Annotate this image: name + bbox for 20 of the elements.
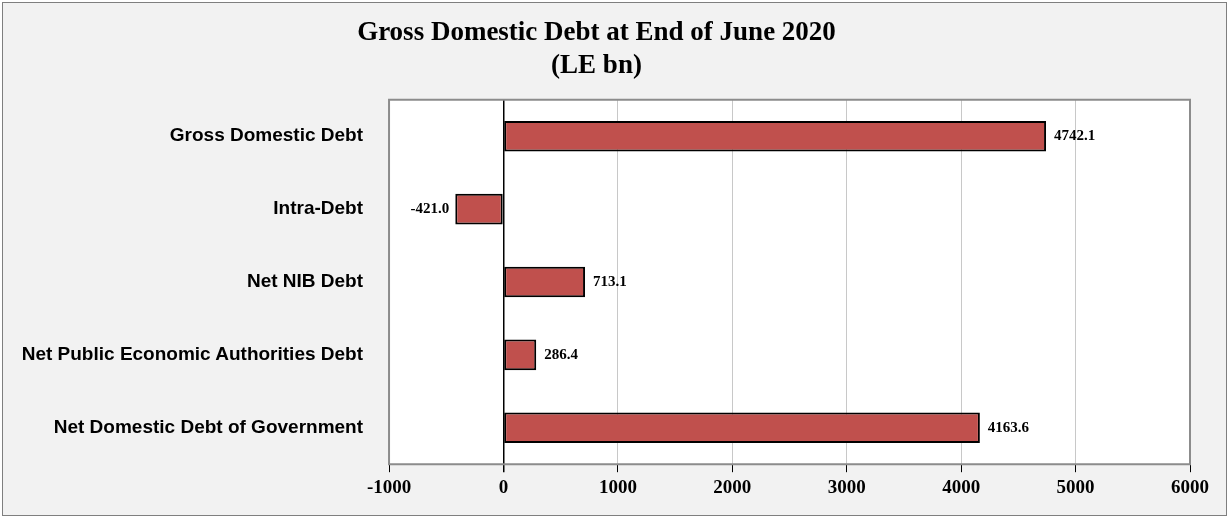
chart-title: Gross Domestic Debt at End of June 2020 — [357, 16, 836, 47]
y-tick-label: Net Public Economic Authorities Debt — [21, 343, 364, 365]
x-tick-label: 5000 — [1056, 475, 1095, 497]
x-tick-label: 3000 — [827, 475, 866, 497]
x-tick-label: 2000 — [713, 475, 752, 497]
data-label: 286.4 — [544, 345, 579, 362]
data-label: -421.0 — [410, 199, 450, 216]
x-tick-label: -1000 — [366, 475, 412, 497]
x-tick-label: 1000 — [598, 475, 637, 497]
chart-subtitle: (LE bn) — [551, 48, 642, 79]
x-tick-label: 4000 — [942, 475, 981, 497]
data-label: 713.1 — [593, 272, 627, 289]
y-tick-label: Net Domestic Debt of Government — [53, 415, 364, 437]
x-tick-label: 6000 — [1171, 475, 1209, 497]
y-tick-label: Intra-Debt — [273, 197, 364, 219]
x-tick-label: 0 — [498, 475, 509, 497]
data-label: 4742.1 — [1054, 127, 1096, 144]
y-tick-label: Net NIB Debt — [246, 270, 364, 292]
y-tick-label: Gross Domestic Debt — [169, 124, 364, 146]
data-label: 4163.6 — [987, 418, 1030, 435]
